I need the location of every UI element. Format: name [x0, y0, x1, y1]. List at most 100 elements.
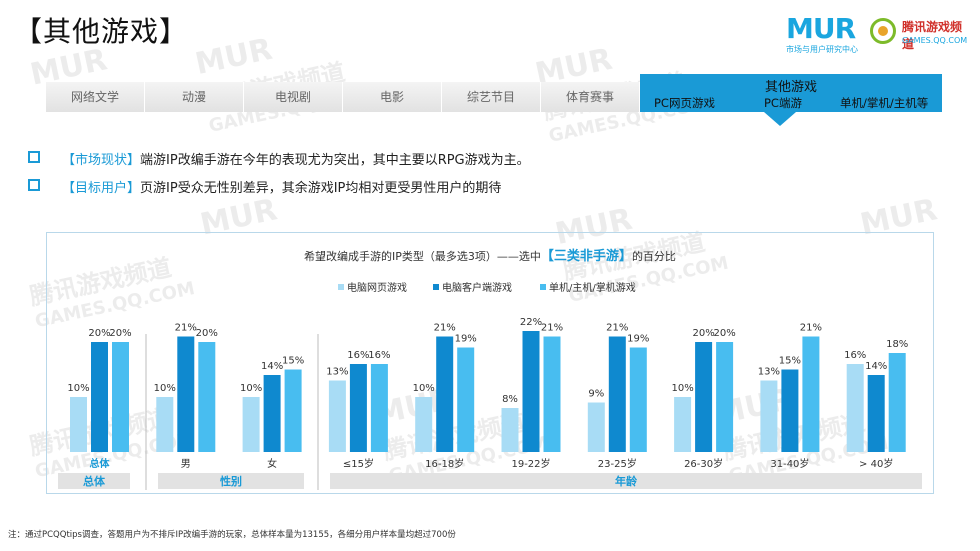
- bar-value-label: 21%: [434, 323, 456, 334]
- bar-value-label: 19%: [455, 334, 477, 345]
- bar: [415, 397, 433, 452]
- bar: [543, 336, 561, 452]
- bar-value-label: 20%: [88, 328, 110, 339]
- bar-value-label: 21%: [541, 323, 563, 334]
- bar-value-label: 20%: [196, 328, 218, 339]
- bar: [781, 369, 799, 452]
- bar: [608, 336, 626, 452]
- group-label: 总体: [83, 474, 106, 488]
- group-label: 年龄: [615, 474, 638, 488]
- footnote: 注：通过PCQQtips调查，答题用户为不排斥IP改编手游的玩家，总体样本量为1…: [8, 530, 456, 540]
- page-title: 【其他游戏】: [14, 15, 189, 48]
- bar: [695, 342, 713, 452]
- bar-value-label: 10%: [154, 383, 176, 394]
- bar-value-label: 10%: [413, 383, 435, 394]
- group-label: 性别: [220, 474, 242, 488]
- bar: [156, 397, 174, 452]
- bar-value-label: 13%: [758, 367, 780, 378]
- bar-value-label: 19%: [627, 334, 649, 345]
- bar: [802, 336, 820, 452]
- bar-value-label: 16%: [347, 350, 369, 361]
- bar-value-label: 15%: [282, 356, 304, 367]
- bullet-market-status: 【市场现状】端游IP改编手游在今年的表现尤为突出，其中主要以RPG游戏为主。: [28, 149, 530, 168]
- bar: [91, 342, 108, 452]
- tab-anime[interactable]: 动漫: [145, 82, 244, 112]
- tab-web-novel[interactable]: 网络文学: [46, 82, 145, 112]
- tab-sports[interactable]: 体育赛事: [541, 82, 640, 112]
- mur-logo-subtitle: 市场与用户研究中心: [786, 45, 858, 54]
- category-label: 19-22岁: [511, 457, 550, 470]
- bar: [112, 342, 129, 452]
- bar: [760, 380, 778, 452]
- category-label: 总体: [90, 457, 111, 470]
- bullet-tag: 【目标用户】: [62, 181, 141, 196]
- active-tab-pointer: [764, 112, 796, 126]
- bar-value-label: 10%: [671, 383, 693, 394]
- bullet-target-users: 【目标用户】页游IP受众无性别差异，其余游戏IP均相对更受男性用户的期待: [28, 177, 501, 196]
- qq-games-icon: [870, 18, 896, 44]
- category-label: 31-40岁: [770, 457, 809, 470]
- bar-value-label: 8%: [502, 394, 518, 405]
- bar-value-label: 14%: [261, 361, 283, 372]
- tab-variety-show[interactable]: 综艺节目: [442, 82, 541, 112]
- chart-frame: [46, 232, 934, 494]
- bar-value-label: 16%: [844, 350, 866, 361]
- bar: [349, 364, 367, 452]
- bullet-text: 端游IP改编手游在今年的表现尤为突出，其中主要以RPG游戏为主。: [140, 153, 530, 168]
- category-label: 26-30岁: [684, 457, 723, 470]
- category-label: 16-18岁: [425, 457, 464, 470]
- bar: [284, 369, 302, 452]
- legend-label: 电脑网页游戏: [347, 281, 407, 294]
- bar: [436, 336, 454, 452]
- subtab-pc-client-games[interactable]: PC端游: [764, 96, 802, 110]
- bar: [328, 380, 346, 452]
- legend-label: 电脑客户端游戏: [442, 281, 512, 294]
- tab-tv-drama[interactable]: 电视剧: [244, 82, 343, 112]
- bar: [242, 397, 260, 452]
- bar-value-label: 21%: [800, 323, 822, 334]
- tab-movie[interactable]: 电影: [343, 82, 442, 112]
- bar-value-label: 21%: [606, 323, 628, 334]
- subtab-console-handheld-games[interactable]: 单机/掌机/主机等: [840, 96, 929, 110]
- bar: [522, 331, 540, 452]
- group-band: [158, 473, 304, 489]
- bar-value-label: 21%: [175, 323, 197, 334]
- bar-value-label: 16%: [368, 350, 390, 361]
- bar-value-label: 14%: [865, 361, 887, 372]
- bar-value-label: 10%: [67, 383, 89, 394]
- bar-value-label: 10%: [240, 383, 262, 394]
- legend-swatch: [338, 284, 344, 290]
- bar: [629, 347, 647, 452]
- bar-value-label: 18%: [886, 339, 908, 350]
- mur-logo: MUR: [786, 12, 856, 45]
- bar-value-label: 22%: [520, 317, 542, 328]
- category-label: 女: [267, 457, 277, 470]
- legend-swatch: [433, 284, 439, 290]
- legend-label: 单机/主机/掌机游戏: [549, 281, 636, 294]
- category-label: > 40岁: [859, 457, 893, 470]
- group-band: [330, 473, 922, 489]
- qq-games-url: GAMES.QQ.COM: [902, 36, 968, 45]
- chart-title: 希望改编成手游的IP类型（最多选3项）——选中【三类非手游】的百分比: [304, 249, 676, 264]
- bar: [888, 353, 906, 452]
- bullet-square-icon: [28, 179, 40, 191]
- legend-swatch: [540, 284, 546, 290]
- bar-value-label: 20%: [692, 328, 714, 339]
- bar-value-label: 15%: [779, 356, 801, 367]
- tab-other-games[interactable]: 其他游戏 PC网页游戏 PC端游 单机/掌机/主机等: [640, 74, 942, 112]
- tab-other-games-label: 其他游戏: [764, 80, 817, 95]
- bar: [177, 336, 195, 452]
- bullet-tag: 【市场现状】: [62, 153, 141, 168]
- bar: [198, 342, 216, 452]
- bar-value-label: 9%: [588, 389, 604, 400]
- subtab-pc-web-games[interactable]: PC网页游戏: [654, 96, 715, 110]
- bar: [867, 375, 885, 452]
- qq-games-name: 腾讯游戏频道: [902, 20, 963, 51]
- bullet-text: 页游IP受众无性别差异，其余游戏IP均相对更受男性用户的期待: [140, 181, 502, 196]
- bar: [457, 347, 475, 452]
- logo: MUR 市场与用户研究中心 腾讯游戏频道 GAMES.QQ.COM: [786, 12, 968, 56]
- bar: [263, 375, 281, 452]
- bar: [846, 364, 864, 452]
- bar: [370, 364, 388, 452]
